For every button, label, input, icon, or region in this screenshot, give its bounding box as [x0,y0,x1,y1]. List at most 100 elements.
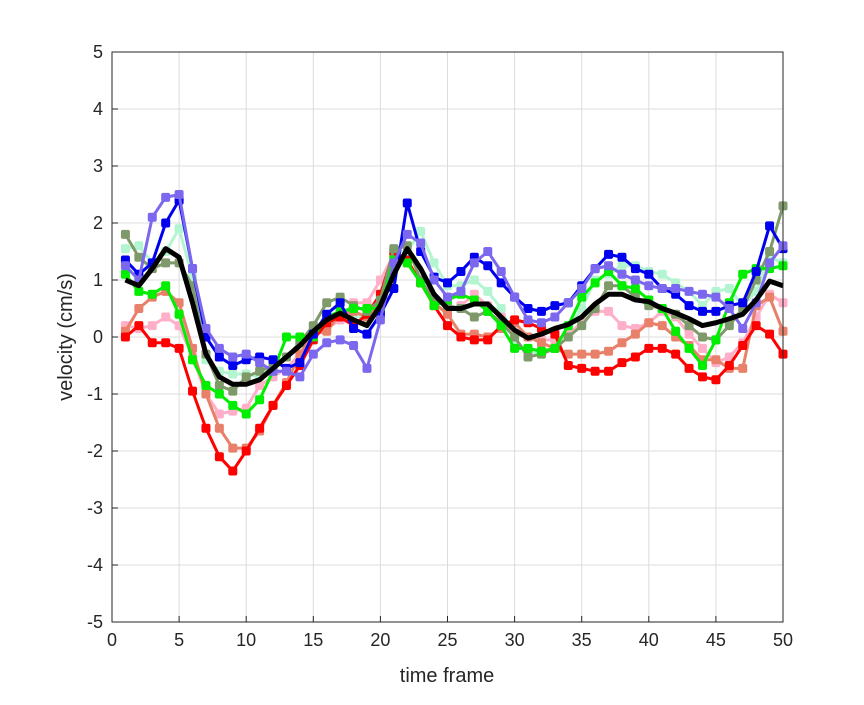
data-point [241,372,251,382]
data-point [617,358,627,368]
data-point [134,241,144,251]
y-tick-label: 4 [93,99,103,119]
data-point [738,323,748,333]
data-point [120,244,130,254]
data-point [255,358,265,368]
data-point [765,258,775,268]
data-point [174,224,184,234]
data-point [550,312,560,322]
data-point [134,286,144,296]
data-point [536,338,546,348]
x-tick-label: 5 [174,630,184,650]
data-point [308,349,318,359]
data-point [563,361,573,370]
data-point [738,298,748,308]
data-point [577,284,587,294]
data-point [738,341,748,351]
data-point [604,261,614,271]
data-point [483,261,493,271]
mean-line [124,246,784,387]
data-point [174,309,184,319]
data-point [469,335,479,345]
data-point [617,252,627,262]
y-tick-label: 3 [93,156,103,176]
data-point [362,304,372,313]
data-point [335,298,345,308]
data-point [563,332,573,342]
data-point [375,315,385,325]
data-point [697,332,707,342]
data-point [536,346,546,356]
data-point [241,349,251,359]
data-point [697,343,707,353]
data-point [228,466,238,476]
data-point [684,301,694,311]
data-point [322,298,332,308]
data-point [496,266,506,276]
data-point [630,264,640,274]
x-tick-label: 0 [107,630,117,650]
data-point [684,363,694,373]
data-point [536,306,546,316]
data-point [161,218,171,228]
data-point [228,352,238,362]
data-point [255,366,265,376]
data-point [644,269,654,279]
data-point [255,380,265,390]
data-point [188,264,198,274]
data-point [174,298,184,308]
data-point [295,372,305,382]
data-point [147,321,157,331]
data-point [671,349,681,359]
data-point [228,443,238,453]
data-point [657,321,667,331]
data-point [577,321,587,331]
data-point [335,335,345,345]
data-point [604,346,614,356]
data-point [402,198,412,208]
data-point [724,361,734,370]
data-point [765,292,775,302]
data-point [214,380,224,390]
data-point [349,341,359,351]
data-point [174,343,184,353]
data-point [201,389,211,399]
y-tick-label: 2 [93,213,103,233]
data-point [630,352,640,362]
data-point [362,363,372,373]
y-tick-label: -5 [87,612,103,632]
data-point [228,400,238,410]
data-point [604,249,614,259]
x-tick-label: 35 [572,630,592,650]
data-point [429,275,439,285]
data-point [161,312,171,322]
data-point [443,278,452,288]
data-point [188,355,198,365]
data-point [268,355,278,365]
data-point [429,258,439,268]
data-point [416,278,426,288]
data-point [510,343,520,353]
data-point [617,321,627,331]
data-point [684,343,694,353]
data-point [751,266,761,276]
data-point [228,369,238,379]
data-point [188,386,198,396]
data-point [134,252,144,262]
data-point [510,315,520,325]
data-point [214,409,224,419]
data-point [711,306,721,316]
y-tick-label: -4 [87,555,103,575]
data-point [630,284,640,294]
data-point [711,375,721,385]
data-point [134,304,144,313]
data-point [268,400,278,410]
data-point [483,286,493,296]
data-point [684,329,694,339]
data-point [147,289,157,299]
data-point [120,261,130,271]
y-tick-label: -1 [87,384,103,404]
data-point [697,306,707,316]
